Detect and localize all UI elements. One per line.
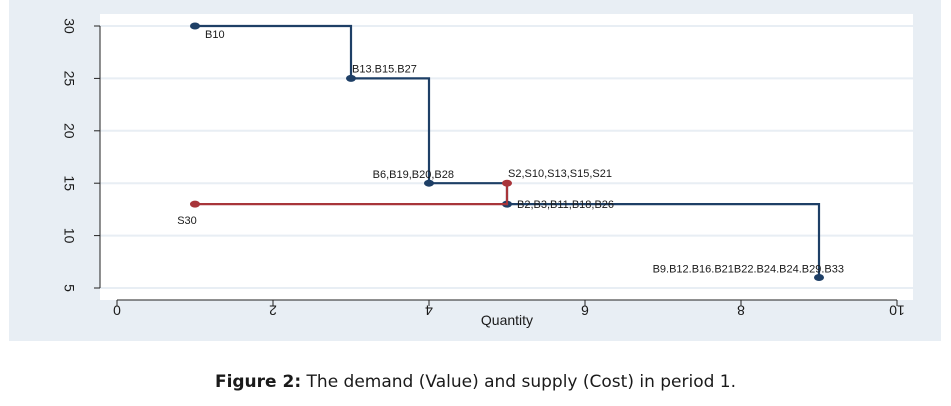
demand-supply-chart: 5 10 15 20 25 30 0 2 4 6 8 10 B10 B13.B15.B27 B6,B19,…: [61, 14, 913, 328]
point-label: S30: [177, 215, 197, 227]
demand-point: [346, 74, 356, 82]
point-label: B2,B3,B11,B18,B26: [517, 199, 614, 211]
demand-point: [424, 179, 434, 187]
y-tick-label: 25: [61, 71, 77, 87]
demand-point: [814, 274, 824, 282]
x-axis-title: Quantity: [481, 312, 533, 328]
y-tick-label: 20: [61, 123, 77, 139]
supply-point: [190, 200, 200, 208]
series-layer: [190, 22, 824, 282]
figure-caption: Figure 2: The demand (Value) and supply …: [0, 372, 951, 392]
label-layer: B10 B13.B15.B27 B6,B19,B20,B28 S2,S10,S13,S…: [177, 29, 844, 276]
supply-point: [502, 179, 512, 187]
point-label: B6,B19,B20,B28: [373, 169, 454, 181]
x-tick-label: 2: [269, 302, 277, 318]
plot-area: [100, 14, 913, 300]
demand-point: [190, 22, 200, 30]
y-tick-label: 10: [61, 228, 77, 244]
x-tick-label: 8: [737, 302, 745, 318]
y-tick-label: 30: [61, 18, 77, 34]
x-tick-label: 6: [581, 302, 589, 318]
grid-layer: [100, 14, 913, 300]
point-label: B13.B15.B27: [352, 63, 417, 75]
x-tick-label: 10: [889, 302, 905, 318]
y-tick-label: 15: [61, 175, 77, 191]
x-tick-label: 4: [425, 302, 433, 318]
point-label: B10: [205, 29, 225, 41]
supply-step-line: [195, 183, 509, 206]
x-tick-label: 0: [113, 302, 121, 318]
point-label: B9.B12.B16.B21B22.B24.B24.B29.B33: [653, 264, 844, 276]
caption-text: The demand (Value) and supply (Cost) in …: [301, 372, 737, 392]
axis-layer: 5 10 15 20 25 30 0 2 4 6 8 10: [61, 18, 904, 318]
point-label: S2,S10,S13,S15,S21: [508, 168, 612, 180]
caption-label: Figure 2:: [214, 372, 302, 392]
y-tick-label: 5: [61, 284, 77, 292]
